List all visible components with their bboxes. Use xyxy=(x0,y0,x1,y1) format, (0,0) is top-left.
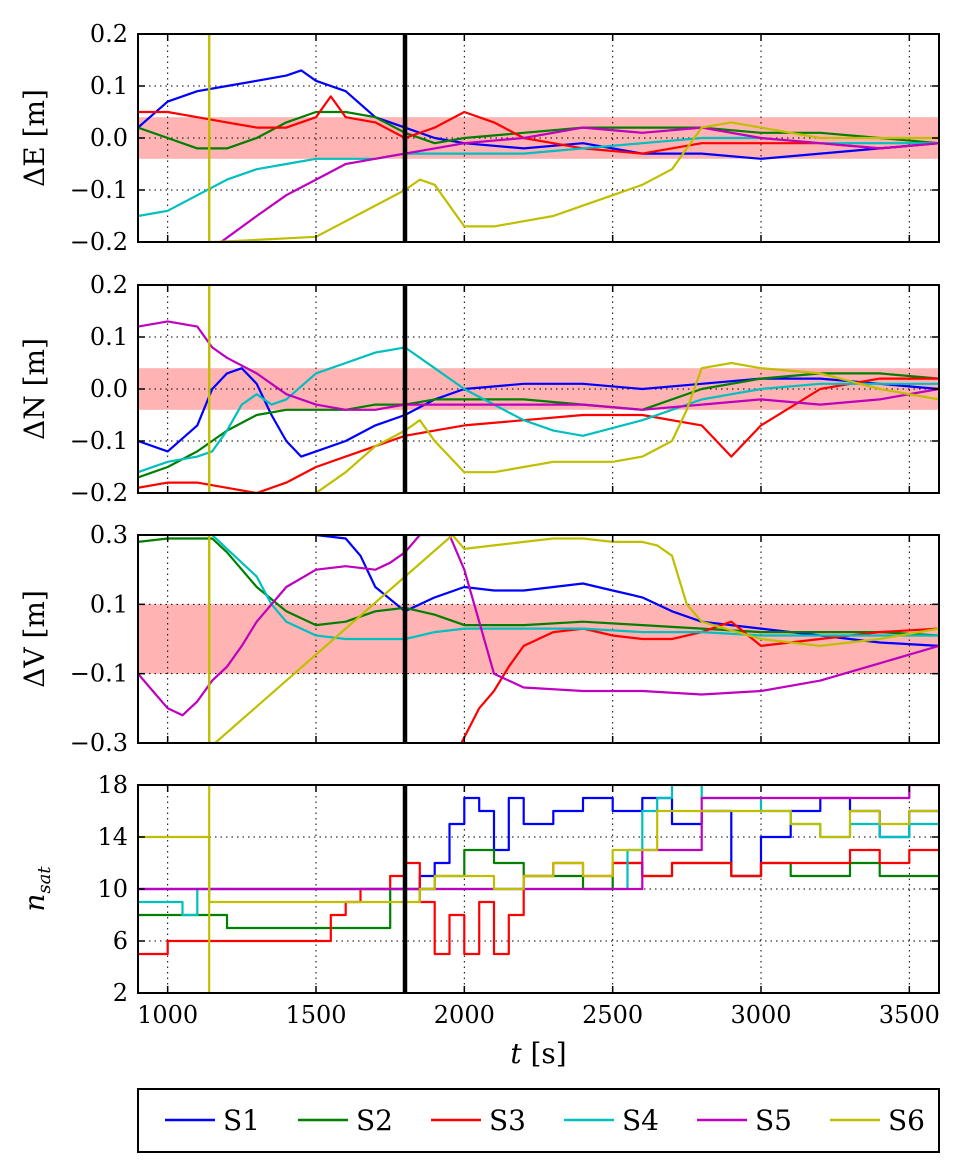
y-axis-label: ΔE [m] xyxy=(18,89,51,187)
y-tick-label: 14 xyxy=(97,823,128,851)
y-tick-label: 2 xyxy=(113,979,128,1007)
x-tick-label: 1000 xyxy=(137,1001,198,1029)
series-line-s2 xyxy=(138,372,939,479)
legend-label: S3 xyxy=(489,1104,526,1137)
legend-label: S4 xyxy=(622,1104,659,1137)
y-tick-label: 0.1 xyxy=(90,72,128,100)
y-axis-label: ΔV [m] xyxy=(18,590,51,688)
series-group xyxy=(138,785,939,956)
legend-item-s3: S3 xyxy=(431,1104,526,1137)
legend-frame xyxy=(137,1088,940,1153)
legend-label: S6 xyxy=(888,1104,925,1137)
series-line-s5 xyxy=(138,320,939,411)
y-axis-label: ΔN [m] xyxy=(18,338,51,440)
legend-item-s2: S2 xyxy=(298,1104,393,1137)
y-tick-label: 0.2 xyxy=(90,271,128,299)
series-line-s3 xyxy=(138,848,939,956)
panel-dE: −0.2 −0.1 0.0 0.1 0.2 ΔE [m] xyxy=(18,20,940,256)
legend-items: S1 S2 S3 S4 S5 S6 xyxy=(165,1104,925,1137)
x-tick-label: 3500 xyxy=(879,1001,940,1029)
series-line-s6 xyxy=(197,535,939,743)
series-line-s4 xyxy=(211,535,939,641)
panel-dV: −0.3 −0.1 0.1 0.3 ΔV [m] xyxy=(18,521,940,757)
y-tick-label: 0.0 xyxy=(90,375,128,403)
y-tick-label: 18 xyxy=(97,771,128,799)
series-line-s1 xyxy=(315,535,939,647)
series-line-s4 xyxy=(138,136,939,218)
series-line-s5 xyxy=(138,785,939,891)
legend-item-s1: S1 xyxy=(165,1104,260,1137)
y-tick-label: 0.1 xyxy=(90,590,128,618)
y-tick-label: 10 xyxy=(97,875,128,903)
y-tick-label: 0.0 xyxy=(90,124,128,152)
y-tick-label: −0.1 xyxy=(70,660,128,688)
legend-item-s6: S6 xyxy=(830,1104,925,1137)
x-tick-label: 2000 xyxy=(434,1001,495,1029)
legend-label: S1 xyxy=(223,1104,260,1137)
series-line-s3 xyxy=(138,95,939,155)
y-axis-label: nsat xyxy=(18,866,55,912)
series-line-s1 xyxy=(138,796,939,891)
y-tick-label: 0.3 xyxy=(90,521,128,549)
panel-nsat: 2 6 10 14 18 1000 1500 2000 2500 3000 3500 nsat t [s… xyxy=(18,771,940,1070)
series-line-s6 xyxy=(138,809,939,904)
legend-label: S5 xyxy=(755,1104,792,1137)
axes-frame xyxy=(137,534,940,744)
y-tick-label: −0.3 xyxy=(70,729,128,757)
y-tick-label: 0.2 xyxy=(90,20,128,48)
x-tick-label: 2500 xyxy=(582,1001,643,1029)
panels: −0.2 −0.1 0.0 0.1 0.2 ΔE [m] −0.2 −0.1 0.0 0.1 0.2… xyxy=(18,20,940,1070)
x-tick-label: 3000 xyxy=(730,1001,791,1029)
series-line-s5 xyxy=(220,126,939,242)
panel-dN: −0.2 −0.1 0.0 0.1 0.2 ΔN [m] xyxy=(18,271,940,507)
series-line-s4 xyxy=(138,785,939,917)
legend: S1 S2 S3 S4 S5 S6 xyxy=(137,1088,940,1153)
y-tick-label: 0.1 xyxy=(90,323,128,351)
y-tick-label: −0.2 xyxy=(70,228,128,256)
x-tick-label: 1500 xyxy=(285,1001,346,1029)
series-line-s2 xyxy=(138,110,939,150)
legend-item-s5: S5 xyxy=(697,1104,792,1137)
series-line-s3 xyxy=(138,377,939,493)
y-tick-label: −0.1 xyxy=(70,427,128,455)
y-tick-label: −0.1 xyxy=(70,176,128,204)
series-line-s3 xyxy=(460,620,939,743)
series-group xyxy=(138,285,939,493)
series-group xyxy=(138,535,939,743)
y-tick-label: −0.2 xyxy=(70,479,128,507)
series-line-s1 xyxy=(138,367,939,458)
legend-label: S2 xyxy=(356,1104,393,1137)
y-tick-label: 6 xyxy=(113,927,128,955)
legend-item-s4: S4 xyxy=(564,1104,659,1137)
x-axis-label: t [s] xyxy=(510,1037,566,1070)
series-line-s6 xyxy=(197,285,939,493)
